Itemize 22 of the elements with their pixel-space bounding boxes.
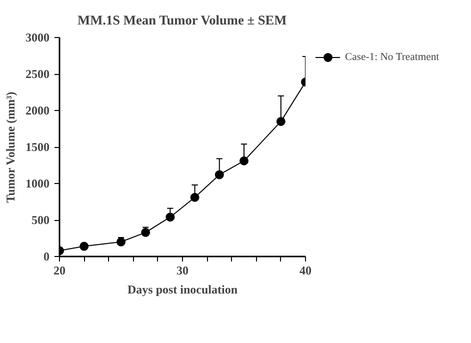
point bbox=[116, 237, 126, 246]
point bbox=[166, 212, 175, 222]
point bbox=[80, 242, 89, 251]
x-tick-label: 40 bbox=[300, 264, 312, 278]
chart-title: MM.1S Mean Tumor Volume ± SEM bbox=[78, 12, 288, 28]
x-tick-label: 30 bbox=[176, 264, 188, 278]
y-tick-label: 3000 bbox=[26, 30, 50, 44]
point bbox=[214, 170, 224, 180]
y-axis-title: Tumor Volume (mm³) bbox=[4, 92, 18, 203]
point bbox=[276, 116, 286, 126]
y-tick-label: 0 bbox=[44, 250, 50, 264]
y-tick-label: 500 bbox=[32, 213, 50, 227]
x-axis-title: Days post inoculation bbox=[127, 282, 238, 296]
y-tick-label: 1000 bbox=[26, 176, 50, 190]
point bbox=[240, 156, 248, 166]
y-tick-label: 2500 bbox=[26, 67, 50, 81]
y-tick-label: 1500 bbox=[26, 140, 50, 154]
point bbox=[141, 228, 150, 237]
y-tick-label: 2000 bbox=[26, 104, 50, 118]
point bbox=[190, 192, 200, 202]
x-tick-label: 20 bbox=[54, 264, 66, 278]
legend-label: Case-1: No Treatment bbox=[345, 52, 440, 62]
